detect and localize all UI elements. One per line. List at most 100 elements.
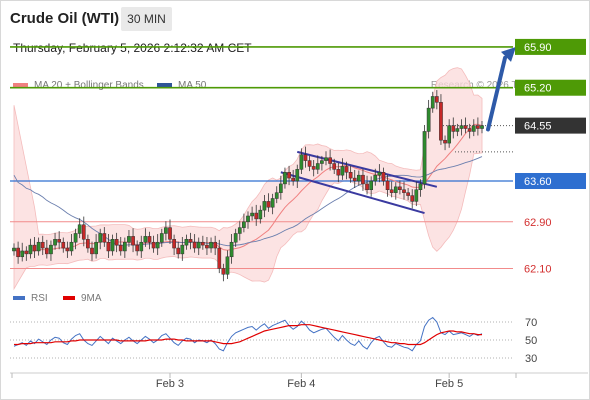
- rsi-tick-label: 70: [525, 317, 537, 329]
- candle-body: [410, 195, 415, 202]
- resistance-level-box: [515, 79, 586, 96]
- candle-body: [352, 177, 357, 182]
- credit-label: Research © 2026 Trading Central: [430, 80, 580, 91]
- legend-9ma: 9MA: [63, 293, 102, 304]
- datetime-label: Thursday, February 5, 2026 2:12:32 AM CE…: [13, 41, 252, 55]
- channel-lower-line: [280, 171, 425, 215]
- candle-body: [278, 183, 283, 193]
- candle-body: [344, 166, 349, 173]
- candle-body: [467, 128, 472, 132]
- rsi-ma9-line: [14, 324, 482, 346]
- candle-body: [463, 125, 468, 129]
- candle-body: [414, 189, 419, 202]
- candle-body: [315, 163, 320, 170]
- candle-body: [332, 163, 337, 170]
- pivot-level-label: 63.60: [524, 176, 552, 188]
- candle-body: [143, 236, 148, 243]
- candle-body: [122, 241, 127, 252]
- legend-ma50-swatch: [157, 83, 172, 88]
- candle-body: [233, 233, 238, 243]
- legend-9ma-swatch: [63, 296, 75, 301]
- candle-body: [69, 241, 74, 252]
- rsi-line: [13, 316, 483, 352]
- candle-body: [307, 160, 312, 167]
- legend-9ma-label: 9MA: [81, 293, 102, 304]
- candle-body: [373, 174, 378, 182]
- candle-body: [139, 241, 144, 252]
- candle-body: [406, 192, 410, 196]
- legend-rsi-swatch: [13, 296, 25, 301]
- candle-body: [49, 244, 53, 255]
- candle-body: [28, 244, 33, 255]
- support-level-label: 62.90: [524, 217, 552, 229]
- candle-body: [266, 201, 271, 208]
- x-tick-label: Feb 5: [435, 378, 463, 390]
- candle-body: [336, 169, 341, 176]
- candle-body: [118, 244, 123, 252]
- channel-upper-line: [297, 150, 438, 188]
- candle-body: [217, 247, 222, 269]
- candle-body: [86, 239, 90, 249]
- candle-body: [418, 183, 423, 190]
- candle-body: [398, 186, 402, 190]
- candle-body: [393, 186, 398, 193]
- candle-body: [242, 221, 246, 228]
- candle-body: [439, 102, 443, 141]
- candle-body: [381, 172, 386, 182]
- candle-body: [270, 198, 275, 208]
- forecast-arrow-head: [501, 46, 516, 62]
- candle-body: [434, 96, 439, 103]
- x-tick-label: Feb 3: [156, 378, 184, 390]
- candle-body: [311, 166, 316, 170]
- candle-body: [106, 241, 111, 252]
- last-price-box: [515, 117, 586, 134]
- forecast-arrow-shaft: [486, 55, 507, 132]
- candle-body: [443, 139, 447, 144]
- legend-ma20: MA 20 + Bollinger Bands: [13, 80, 144, 91]
- legend-ma50-label: MA 50: [178, 80, 207, 91]
- resistance-level-label: 65.20: [524, 83, 552, 95]
- candle-body: [98, 233, 103, 243]
- legend-ma20-label: MA 20 + Bollinger Bands: [34, 80, 144, 91]
- candle-body: [291, 177, 296, 182]
- candle-body: [53, 239, 57, 246]
- candle-body: [250, 212, 254, 217]
- candle-body: [168, 227, 172, 240]
- candle-body: [131, 236, 135, 246]
- candle-body: [262, 201, 267, 211]
- candle-body: [127, 236, 131, 243]
- candle-body: [94, 241, 98, 255]
- bollinger-band: [13, 67, 483, 291]
- resistance-level-box: [515, 38, 586, 55]
- candle-body: [422, 131, 427, 185]
- candle-body: [295, 169, 300, 182]
- candle-body: [221, 268, 226, 275]
- candle-body: [340, 166, 345, 176]
- candle-body: [209, 241, 213, 249]
- candle-body: [110, 239, 115, 252]
- candle-body: [24, 250, 29, 255]
- candle-body: [385, 180, 390, 190]
- candle-body: [205, 244, 209, 249]
- candle-body: [57, 239, 62, 243]
- x-tick-label: Feb 4: [287, 378, 315, 390]
- candle-body: [184, 239, 189, 246]
- candle-body: [20, 250, 25, 258]
- candle-body: [90, 247, 94, 255]
- candle-body: [389, 189, 394, 193]
- candle-body: [237, 227, 242, 234]
- candle-body: [196, 241, 201, 249]
- candle-body: [172, 239, 176, 249]
- candle-body: [246, 215, 250, 223]
- candle-body: [447, 125, 452, 144]
- pivot-level-box: [515, 173, 586, 189]
- candle-body: [455, 128, 460, 132]
- candle-body: [200, 241, 205, 246]
- candle-body: [361, 174, 365, 185]
- timeframe-badge[interactable]: 30 MIN: [121, 7, 172, 31]
- legend-ma20-swatch: [13, 83, 28, 88]
- resistance-level-label: 65.90: [524, 42, 552, 54]
- candle-body: [471, 125, 476, 132]
- legend-rsi: RSI: [13, 293, 48, 304]
